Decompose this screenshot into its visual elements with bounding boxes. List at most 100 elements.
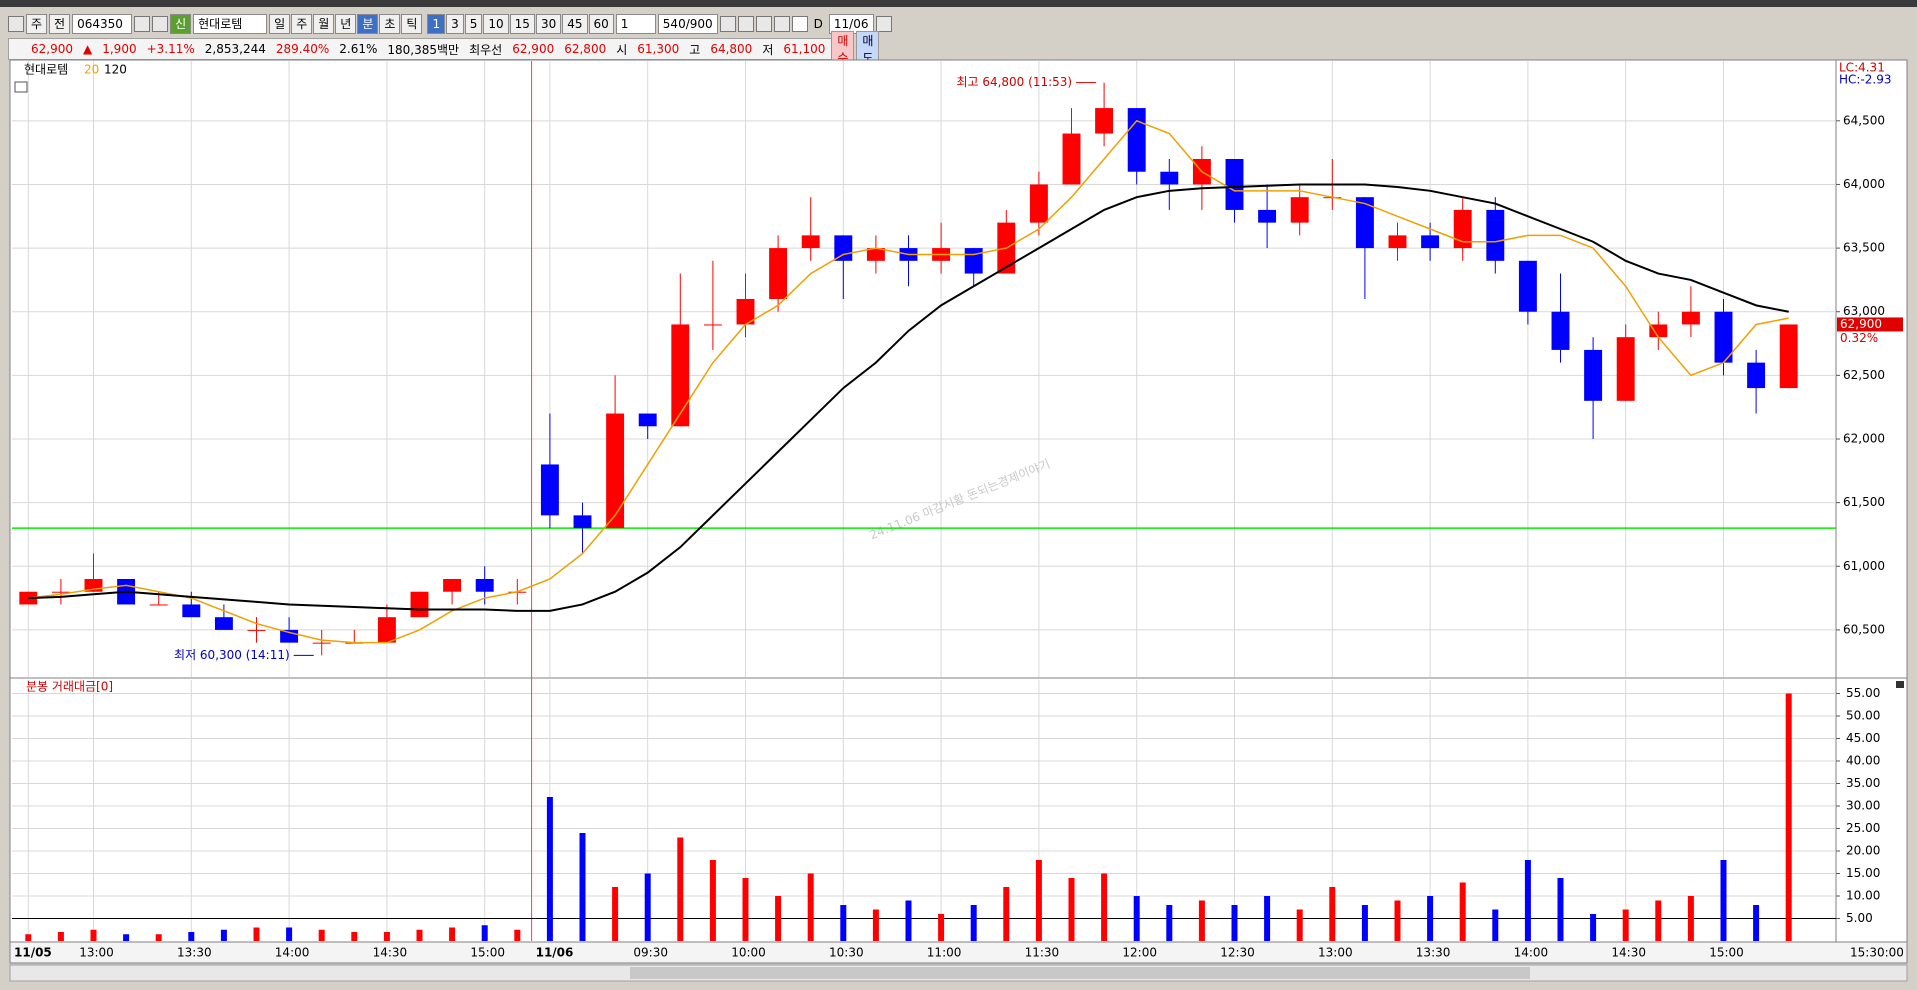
grid-icon[interactable] (14, 81, 28, 93)
checkbox[interactable] (791, 16, 808, 32)
volume-bar (416, 929, 423, 941)
period-button[interactable]: 틱 (401, 14, 423, 34)
volume-bar (1101, 873, 1108, 941)
volume-bar (1166, 905, 1173, 941)
save-button[interactable] (755, 16, 772, 32)
volume-bar (1622, 909, 1629, 941)
x-tick-label: 11:00 (927, 946, 962, 960)
x-tick-label: 15:00 (470, 946, 505, 960)
candle-body (410, 591, 429, 618)
candle-body (1518, 260, 1537, 312)
tool-button[interactable] (719, 16, 736, 32)
y-tick-label: 60,500 (1843, 622, 1885, 636)
candle-body (1290, 197, 1309, 223)
volume-bar (90, 929, 97, 941)
volume-bar (514, 929, 521, 941)
candle-body (182, 604, 201, 618)
candle-body (1029, 184, 1048, 223)
volume-bar (579, 833, 586, 941)
y-tick-label: 30.00 (1846, 799, 1880, 813)
period-button[interactable]: 년 (335, 14, 357, 34)
code-input[interactable]: 064350 (72, 14, 133, 34)
panel-title: 분봉 거래대금[0] (26, 680, 113, 694)
x-tick-label: 14:00 (275, 946, 310, 960)
interval-button[interactable]: 1 (427, 14, 446, 34)
count[interactable]: 540/900 (657, 14, 718, 34)
multiplier[interactable]: 1 (615, 14, 656, 34)
interval-button[interactable]: 10 (483, 14, 509, 34)
period-button[interactable]: 분 (357, 14, 379, 34)
panel-icon[interactable] (1896, 681, 1904, 688)
x-tick-label: 14:00 (1514, 946, 1549, 960)
interval-button[interactable]: 30 (535, 14, 562, 34)
volume-bar (807, 873, 814, 941)
search-button[interactable] (134, 16, 151, 32)
candle-body (1258, 209, 1277, 223)
y-tick-label: 64,000 (1843, 177, 1885, 191)
volume-bar (1296, 909, 1303, 941)
interval-button[interactable]: 60 (588, 14, 614, 34)
candle-body (964, 248, 983, 274)
legend-item: 120 (104, 63, 127, 77)
candle-body (51, 591, 70, 593)
volume-bar (1459, 882, 1466, 941)
stock-name[interactable]: 현대로템 (193, 14, 268, 34)
period-button[interactable]: 초 (379, 14, 401, 34)
volume-bar (1394, 900, 1401, 941)
y-tick-label: 55.00 (1846, 686, 1880, 700)
y-tick-label: 45.00 (1846, 731, 1880, 745)
period-type[interactable]: 주 (26, 14, 48, 34)
volume-bar (449, 927, 456, 941)
y-tick-label: 61,000 (1843, 559, 1885, 573)
volume-bar (1361, 905, 1368, 941)
interval-button[interactable]: 45 (562, 14, 588, 34)
volume-bar (644, 873, 651, 941)
candle-body (1649, 324, 1668, 338)
volume-bar (318, 929, 325, 941)
x-tick-label: 14:30 (373, 946, 408, 960)
y-tick-label: 61,500 (1843, 495, 1885, 509)
candle-body (1388, 235, 1407, 249)
mode[interactable]: 전 (49, 14, 71, 34)
candle-body (377, 617, 396, 643)
candle-body (573, 515, 592, 529)
date[interactable]: 11/06 (828, 14, 874, 34)
x-axis-bar (9, 941, 1908, 964)
volume-bar (1524, 860, 1531, 941)
y-tick-label: 35.00 (1846, 776, 1880, 790)
period-button[interactable]: 월 (313, 14, 335, 34)
period-button[interactable]: 주 (291, 14, 313, 34)
y-tick-label: 63,500 (1843, 241, 1885, 255)
interval-button[interactable]: 5 (464, 14, 483, 34)
y-tick-label: 20.00 (1846, 844, 1880, 858)
candle-body (703, 324, 722, 326)
interval-button[interactable]: 15 (509, 14, 535, 34)
tool-button[interactable] (737, 16, 754, 32)
scroll-thumb[interactable] (630, 967, 1530, 979)
settings-button[interactable] (773, 16, 790, 32)
candle-body (1779, 324, 1798, 389)
open-label: 시 (616, 42, 628, 57)
interval-button[interactable]: 3 (446, 14, 464, 34)
calendar-button[interactable] (875, 16, 892, 32)
volume-bar (1003, 887, 1010, 941)
y-tick-label: 10.00 (1846, 889, 1880, 903)
candle-body (1714, 311, 1733, 363)
volume-bar (1492, 909, 1499, 941)
x-tick-label: 11/06 (536, 946, 574, 960)
interval-group: 1 3 5 10 15 30 45 60 (427, 14, 614, 34)
period-button[interactable]: 일 (269, 14, 291, 34)
window-top (0, 0, 1917, 7)
chart-frame (9, 59, 1908, 943)
icon-button[interactable] (8, 16, 24, 32)
price: 62,900 (31, 42, 73, 56)
candle-body (1584, 349, 1603, 401)
sound-button[interactable] (152, 16, 169, 32)
volume-bar (938, 914, 945, 941)
candle-body (475, 579, 494, 592)
candle-body (801, 235, 820, 249)
volume-bar (57, 932, 64, 941)
y-tick-label: 50.00 (1846, 709, 1880, 723)
volume-bar (905, 900, 912, 941)
